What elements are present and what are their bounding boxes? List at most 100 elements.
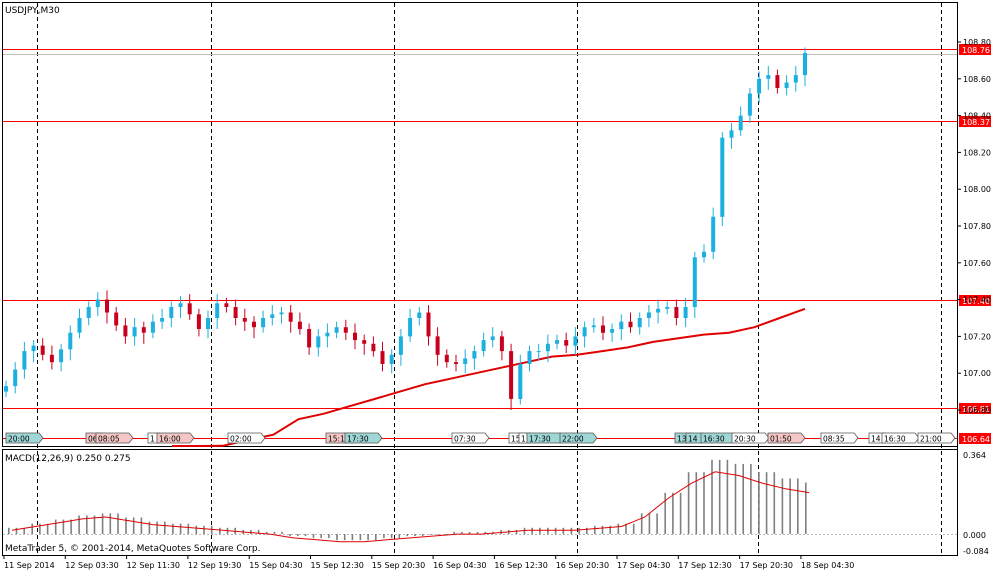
price-level-tag	[959, 433, 991, 444]
macd-signal-line	[11, 471, 810, 543]
event-tag[interactable]: 16:00	[156, 432, 195, 444]
macd-bar	[304, 534, 307, 537]
event-tag-label: 15	[511, 435, 521, 444]
event-tag[interactable]: 16:30	[881, 432, 920, 444]
candle	[270, 305, 275, 326]
event-tag[interactable]: 20:00	[5, 432, 44, 444]
macd-bar	[195, 525, 198, 534]
macd-bar	[62, 519, 65, 534]
candle	[610, 323, 615, 342]
candle	[481, 332, 486, 357]
macd-bar	[656, 513, 658, 534]
macd-bar	[648, 513, 651, 534]
candle	[95, 292, 100, 317]
macd-bar	[359, 534, 362, 541]
macd-bar	[429, 534, 432, 535]
candle	[582, 321, 587, 348]
macd-label: MACD(12,26,9) 0.250 0.275	[5, 454, 131, 464]
macd-bar	[406, 534, 409, 537]
macd-bar	[570, 527, 573, 534]
event-tag-label: 15:1	[328, 435, 345, 444]
macd-bar	[164, 521, 166, 534]
candle	[573, 327, 578, 355]
event-tag-label: 20:00	[8, 435, 30, 444]
price-levels[interactable]: 108.76 108.37 107.40 106.81 106.64	[3, 44, 991, 444]
macd-bar	[31, 523, 33, 534]
event-tag[interactable]: 17:30	[526, 432, 565, 444]
macd-bar	[250, 529, 252, 534]
macd-bar	[367, 534, 369, 541]
candle	[353, 323, 357, 350]
macd-bar	[383, 534, 385, 539]
candle	[334, 321, 339, 339]
macd-bar	[742, 463, 744, 534]
macd-bar	[797, 478, 799, 534]
event-tag[interactable]: 02:00	[227, 432, 266, 444]
macd-bar	[78, 515, 80, 534]
candle	[702, 244, 706, 263]
macd-bar	[554, 527, 557, 534]
price-level-label: 106.64	[962, 435, 990, 444]
macd-bar	[679, 492, 682, 534]
macd-bar	[265, 531, 268, 534]
candle	[518, 354, 523, 405]
event-tag[interactable]: 21:00	[917, 432, 956, 444]
time-tick-label: 12 Sep 19:30	[188, 561, 241, 570]
candle	[123, 318, 128, 344]
macd-bar	[375, 534, 377, 541]
macd-bar	[453, 531, 455, 534]
event-tag[interactable]: 20:30	[731, 432, 770, 444]
macd-bar	[539, 527, 541, 534]
event-tag[interactable]: 08:35	[820, 432, 859, 444]
candlesticks[interactable]	[4, 47, 807, 411]
candle	[591, 318, 596, 333]
candle	[288, 305, 293, 333]
candle	[59, 343, 64, 372]
price-tick-label: 107.00	[963, 369, 991, 378]
macd-bar	[219, 527, 221, 534]
macd-bar	[586, 527, 588, 534]
event-tag[interactable]: 22:00	[559, 432, 598, 444]
event-tag[interactable]: 17:30	[344, 432, 383, 444]
event-tag[interactable]: 01:50	[767, 432, 806, 444]
macd-bar	[93, 515, 96, 534]
macd-indicator	[3, 459, 957, 543]
macd-scale-label: 0.000	[963, 531, 986, 540]
macd-bar	[289, 534, 291, 537]
event-tag-label: 13	[677, 435, 687, 444]
macd-bar	[664, 492, 666, 534]
candle	[307, 323, 312, 355]
main-pane-frame	[2, 2, 958, 447]
candle	[325, 323, 330, 348]
macd-bar	[187, 523, 190, 534]
macd-bar	[117, 513, 119, 534]
price-tick-label: 108.60	[963, 75, 991, 84]
macd-bar	[54, 519, 57, 534]
candle	[114, 307, 119, 331]
candle	[775, 69, 780, 94]
event-tag[interactable]: 07:30	[451, 432, 490, 444]
price-tick-label: 106.80	[963, 406, 991, 415]
macd-bar	[343, 534, 346, 541]
candle	[297, 312, 302, 335]
candle	[68, 325, 73, 361]
time-tick-label: 11 Sep 2014	[4, 561, 55, 570]
macd-scale-label: -0.084	[963, 547, 989, 556]
candle	[279, 307, 284, 324]
event-tags[interactable]: 20:00 06 08:05 1 16:00 02:00 15:1 17:30 07:30 15 1…	[5, 432, 956, 444]
candle	[417, 307, 422, 326]
macd-bar	[8, 527, 10, 534]
price-tick-label: 107.60	[963, 259, 991, 268]
candle	[720, 132, 725, 226]
candle	[738, 106, 743, 136]
candle	[665, 301, 670, 315]
price-level-label: 108.37	[962, 118, 990, 127]
event-tag[interactable]: 08:05	[95, 432, 134, 444]
candle	[224, 297, 229, 313]
macd-bar	[336, 534, 338, 541]
candle	[408, 308, 413, 342]
event-tag-label: 17:30	[347, 435, 369, 444]
macd-bar	[398, 534, 401, 539]
